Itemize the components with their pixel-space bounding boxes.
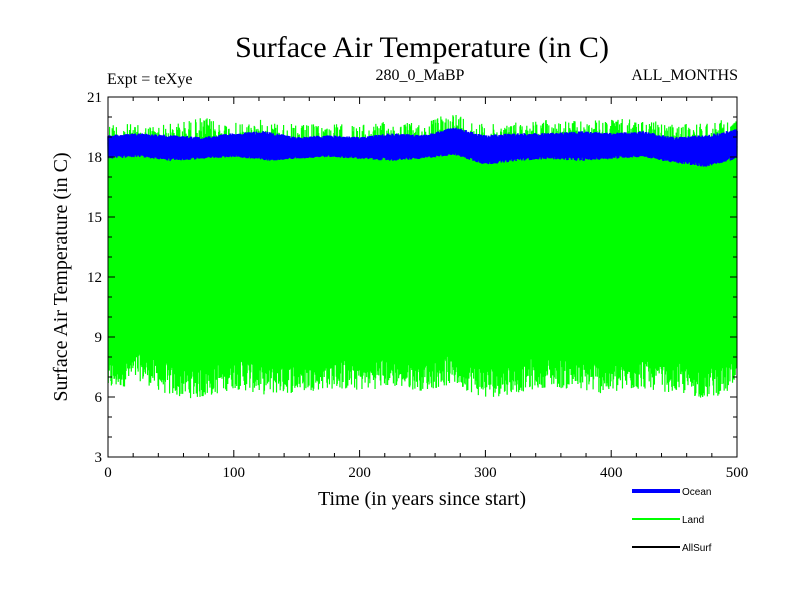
y-tick-label: 21 (87, 90, 102, 106)
legend-label-land: Land (682, 515, 704, 526)
x-tick-label: 300 (474, 465, 497, 481)
x-tick-label: 100 (223, 465, 246, 481)
x-tick-label: 0 (104, 465, 112, 481)
x-tick-label: 200 (348, 465, 371, 481)
legend: Ocean Land AllSurf (632, 487, 712, 554)
legend-label-allsurf: AllSurf (682, 543, 712, 554)
period-label: 280_0_MaBP (376, 67, 465, 84)
chart-title: Surface Air Temperature (in C) (235, 31, 609, 64)
y-axis-label: Surface Air Temperature (in C) (50, 152, 72, 401)
legend-label-ocean: Ocean (682, 487, 711, 498)
experiment-label: Expt = teXye (107, 71, 192, 88)
y-tick-label: 9 (95, 330, 103, 346)
x-tick-label: 400 (600, 465, 623, 481)
series-ocean (107, 127, 738, 167)
y-tick-label: 3 (95, 450, 103, 466)
series-line-ocean (107, 127, 738, 167)
y-tick-label: 18 (87, 150, 102, 166)
plot-area (107, 114, 738, 399)
months-label: ALL_MONTHS (631, 67, 738, 84)
y-tick-label: 12 (87, 270, 102, 286)
y-tick-label: 6 (95, 390, 103, 406)
x-tick-label: 500 (726, 465, 749, 481)
x-axis-label: Time (in years since start) (318, 488, 526, 510)
y-tick-label: 15 (87, 210, 102, 226)
axis-ticks: 0 100 200 300 400 500 3 6 9 12 15 18 21 (87, 90, 748, 481)
